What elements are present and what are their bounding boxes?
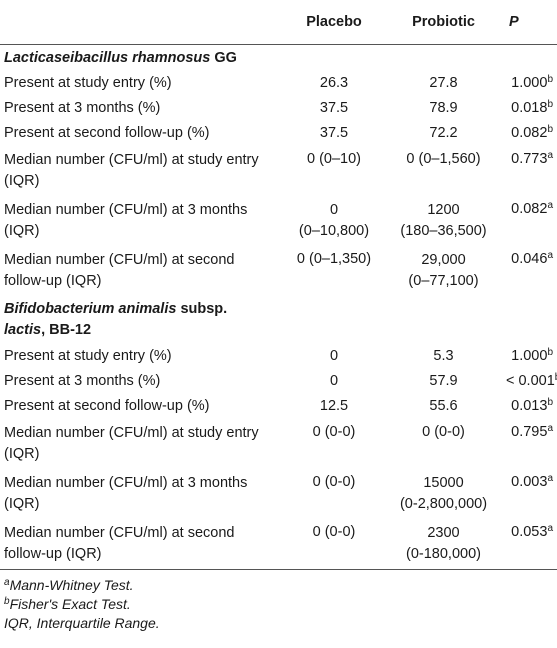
section-title-rest: GG	[210, 49, 237, 66]
p-value-cell: 0.795a	[511, 423, 553, 441]
probiotic-cell: 78.9	[429, 100, 458, 116]
placebo-cell: 0 (0–1,350)	[296, 251, 372, 267]
placebo-cell: 0 (0-0)	[312, 474, 356, 490]
placebo-cell: 12.5	[319, 398, 349, 414]
probiotic-cell: 72.2	[429, 125, 458, 141]
header-p-value: P	[509, 14, 519, 30]
p-value-cell: 0.773a	[511, 150, 553, 168]
section-header-bb12: Bifidobacterium animalis subsp. lactis, B…	[4, 301, 228, 338]
table-row: Median number (CFU/ml) at second follow-u…	[0, 519, 557, 570]
row-label: Present at 3 months (%)	[4, 100, 161, 116]
p-value-cell: 1.000b	[511, 74, 553, 92]
row-label: Median number (CFU/ml) at study entry (IQ…	[4, 425, 259, 462]
probiotic-cell: 15000 (0-2,800,000)	[399, 475, 488, 512]
placebo-cell: 0	[329, 373, 339, 389]
footnote-iqr: IQR, Interquartile Range.	[4, 615, 160, 631]
probiotic-cell: 27.8	[429, 75, 458, 91]
table-row: Median number (CFU/ml) at 3 months (IQR) …	[0, 196, 557, 246]
row-label: Median number (CFU/ml) at study entry (IQ…	[4, 152, 259, 189]
probiotic-cell: 0 (0–1,560)	[406, 151, 481, 167]
section-title-italic: Lacticaseibacillus rhamnosus	[4, 49, 211, 66]
header-placebo: Placebo	[306, 14, 362, 30]
probiotic-cell: 57.9	[429, 373, 458, 389]
p-value-cell: < 0.001b	[506, 373, 557, 390]
placebo-cell: 0	[329, 348, 339, 364]
placebo-cell: 0 (0–10,800)	[298, 202, 370, 239]
table-row: Median number (CFU/ml) at study entry (IQ…	[0, 419, 557, 469]
placebo-cell: 0 (0-0)	[312, 524, 356, 540]
probiotic-cell: 0 (0-0)	[422, 424, 465, 440]
probiotic-cell: 55.6	[429, 398, 458, 414]
placebo-cell: 37.5	[319, 125, 349, 141]
p-value-cell: 0.046a	[511, 250, 553, 268]
placebo-cell: 0 (0–10)	[306, 151, 361, 167]
probiotic-cell: 5.3	[433, 348, 454, 364]
table-row: Median number (CFU/ml) at 3 months (IQR) …	[0, 469, 557, 519]
row-label: Median number (CFU/ml) at 3 months (IQR)	[4, 202, 248, 239]
row-label: Present at second follow-up (%)	[4, 125, 210, 141]
results-table-container: Placebo Probiotic P Lacticaseibacillus r…	[0, 0, 557, 633]
placebo-cell: 37.5	[319, 100, 349, 116]
table-row: Present at second follow-up (%) 37.5 72.…	[0, 121, 557, 146]
row-label: Present at second follow-up (%)	[4, 398, 210, 414]
header-probiotic: Probiotic	[412, 14, 475, 30]
p-value-cell: 0.018b	[511, 99, 553, 117]
probiotic-cell: 2300 (0-180,000)	[406, 525, 481, 562]
table-row: Present at 3 months (%) 37.5 78.9 0.018b	[0, 96, 557, 121]
table-row: Present at study entry (%) 0 5.3 1.000b	[0, 344, 557, 369]
header-row: Placebo Probiotic P	[0, 0, 557, 45]
p-value-cell: 0.082b	[511, 124, 553, 142]
row-label: Present at 3 months (%)	[4, 373, 161, 389]
p-value-cell: 0.082a	[511, 200, 553, 218]
placebo-cell: 0 (0-0)	[312, 424, 356, 440]
header-blank	[0, 0, 287, 45]
table-row: Median number (CFU/ml) at second follow-u…	[0, 246, 557, 296]
p-value-cell: 0.013b	[511, 397, 553, 415]
p-value-cell: 1.000b	[511, 347, 553, 365]
probiotic-cell: 1200 (180–36,500)	[400, 202, 487, 239]
footnotes: aMann-Whitney Test. bFisher's Exact Test…	[0, 570, 557, 633]
row-label: Median number (CFU/ml) at 3 months (IQR)	[4, 475, 248, 512]
footnote-b: bFisher's Exact Test.	[4, 596, 131, 612]
row-label: Median number (CFU/ml) at second follow-u…	[4, 252, 235, 289]
table-row: Present at study entry (%) 26.3 27.8 1.0…	[0, 71, 557, 96]
p-value-cell: 0.053a	[511, 523, 553, 541]
row-label: Present at study entry (%)	[4, 75, 172, 91]
results-table: Placebo Probiotic P Lacticaseibacillus r…	[0, 0, 557, 570]
section-header-lgg: Lacticaseibacillus rhamnosus GG	[0, 45, 557, 72]
footnote-a: aMann-Whitney Test.	[4, 577, 134, 593]
row-label: Present at study entry (%)	[4, 348, 172, 364]
table-row: Present at 3 months (%) 0 57.9 < 0.001b	[0, 369, 557, 394]
table-row: Present at second follow-up (%) 12.5 55.…	[0, 394, 557, 419]
p-value-cell: 0.003a	[511, 473, 553, 491]
row-label: Median number (CFU/ml) at second follow-u…	[4, 525, 235, 562]
placebo-cell: 26.3	[319, 75, 349, 91]
table-row: Median number (CFU/ml) at study entry (IQ…	[0, 146, 557, 196]
probiotic-cell: 29,000 (0–77,100)	[408, 252, 479, 289]
